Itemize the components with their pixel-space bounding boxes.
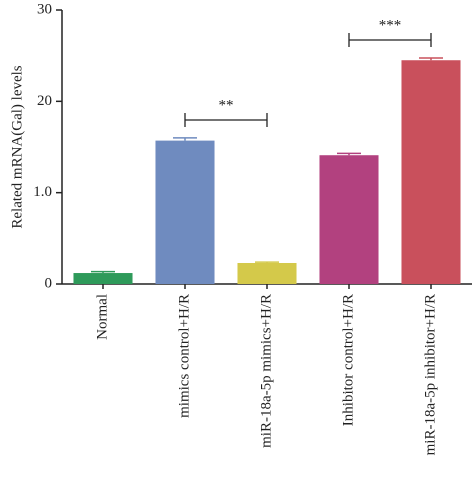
significance-label: *** [379, 17, 402, 33]
significance-bracket [184, 113, 268, 127]
bar [237, 262, 297, 284]
bar [401, 60, 461, 284]
x-tick-label: mimics control+H/R [176, 294, 192, 418]
error-bar [337, 152, 361, 156]
significance-label: ** [219, 97, 234, 113]
error-bar [255, 261, 279, 263]
x-tick-label: miR-18a-5p inhibitor+H/R [422, 294, 438, 455]
x-tick-label: Normal [94, 294, 110, 340]
y-tick-label: 20 [37, 93, 52, 109]
x-tick-label: Inhibitor control+H/R [340, 294, 356, 426]
bar [319, 155, 379, 284]
y-tick-label: 30 [37, 1, 52, 17]
error-bar [173, 137, 197, 141]
x-tick-label: miR-18a-5p mimics+H/R [258, 294, 274, 448]
y-axis-label: Related mRNA(Gal) levels [9, 65, 25, 228]
error-bar [91, 270, 115, 274]
significance-bracket [348, 33, 432, 47]
y-tick-label: 0 [45, 275, 53, 291]
bar [155, 140, 215, 284]
y-tick-label: 1.0 [33, 184, 52, 200]
bar [73, 273, 133, 284]
error-bar [419, 57, 443, 61]
